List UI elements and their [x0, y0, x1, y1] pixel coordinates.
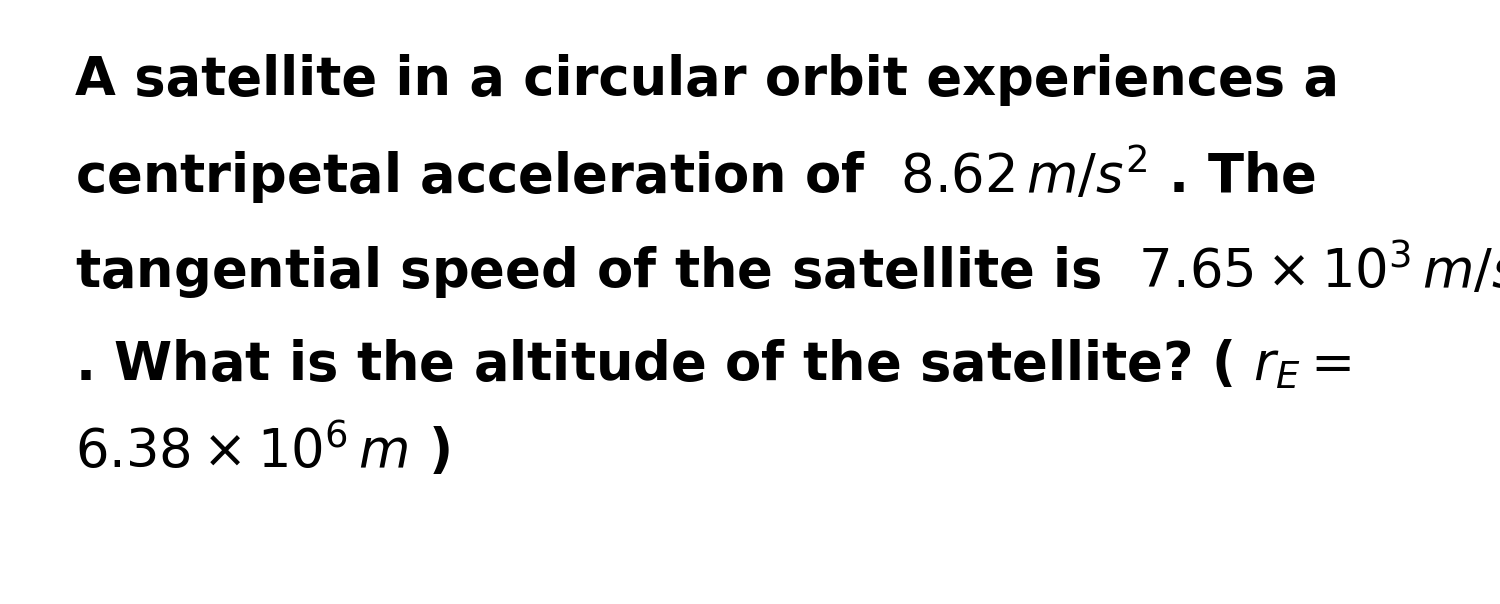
Text: tangential speed of the satellite is  $7.65 \times 10^3\,m/s$: tangential speed of the satellite is $7.… [75, 238, 1500, 301]
Text: $6.38 \times 10^6\,m$ ): $6.38 \times 10^6\,m$ ) [75, 420, 450, 479]
Text: A satellite in a circular orbit experiences a: A satellite in a circular orbit experien… [75, 54, 1340, 106]
Text: . What is the altitude of the satellite? ( $r_E =$: . What is the altitude of the satellite?… [75, 337, 1366, 391]
Text: centripetal acceleration of  $8.62\,m/s^2$ . The: centripetal acceleration of $8.62\,m/s^2… [75, 143, 1316, 206]
